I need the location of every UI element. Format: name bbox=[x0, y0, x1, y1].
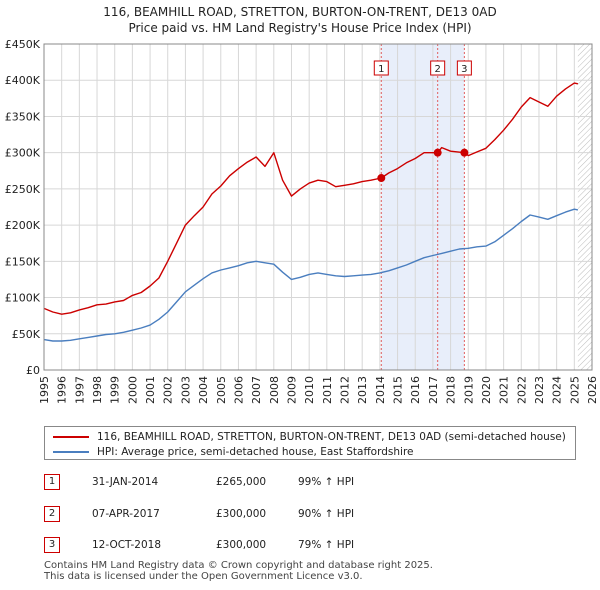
plot-area bbox=[44, 44, 592, 370]
x-tick-label: 2006 bbox=[232, 376, 245, 404]
attribution-line-2: This data is licensed under the Open Gov… bbox=[44, 571, 363, 582]
transaction-hpi: 90% ↑ HPI bbox=[298, 508, 355, 520]
x-tick-label: 2021 bbox=[498, 376, 511, 404]
y-tick-label: £350K bbox=[5, 110, 41, 123]
x-tick-label: 2004 bbox=[197, 376, 210, 404]
x-tick-label: 2010 bbox=[303, 376, 316, 404]
attribution-line-1: Contains HM Land Registry data © Crown c… bbox=[44, 560, 433, 571]
chart-legend: 116, BEAMHILL ROAD, STRETTON, BURTON-ON-… bbox=[44, 426, 576, 460]
y-tick-label: £450K bbox=[5, 38, 41, 51]
y-tick-label: £150K bbox=[5, 255, 41, 268]
x-tick-label: 2016 bbox=[409, 376, 422, 404]
x-tick-label: 2026 bbox=[586, 376, 599, 404]
legend-label-hpi: HPI: Average price, semi-detached house,… bbox=[97, 445, 414, 458]
sale-number-box bbox=[373, 60, 389, 76]
x-tick-label: 2000 bbox=[126, 376, 139, 404]
y-tick-label: £400K bbox=[5, 74, 41, 87]
x-tick-label: 2019 bbox=[462, 376, 475, 404]
transaction-row: 2 07-APR-2017 £300,000 90% ↑ HPI bbox=[44, 506, 564, 526]
property-price-line bbox=[43, 82, 579, 315]
x-tick-label: 2013 bbox=[356, 376, 369, 404]
x-tick-label: 2020 bbox=[480, 376, 493, 404]
transaction-marker: 3 bbox=[44, 537, 60, 553]
attribution: Contains HM Land Registry data © Crown c… bbox=[44, 560, 433, 582]
x-tick-label: 1997 bbox=[73, 376, 86, 404]
transaction-price: £265,000 bbox=[216, 476, 267, 488]
hpi-line bbox=[43, 208, 579, 342]
x-tick-label: 2015 bbox=[392, 376, 405, 404]
legend-item-hpi: HPI: Average price, semi-detached house,… bbox=[53, 444, 414, 459]
x-tick-label: 1996 bbox=[56, 376, 69, 404]
x-tick-label: 2005 bbox=[215, 376, 228, 404]
sale-number-label: 1 bbox=[378, 64, 384, 75]
transaction-marker: 1 bbox=[44, 474, 60, 490]
plot-border bbox=[43, 43, 593, 371]
x-tick-label: 2007 bbox=[250, 376, 263, 404]
x-tick-label: 2012 bbox=[339, 376, 352, 404]
legend-item-property: 116, BEAMHILL ROAD, STRETTON, BURTON-ON-… bbox=[53, 429, 566, 444]
transaction-price: £300,000 bbox=[216, 539, 267, 551]
sale-number-box bbox=[456, 60, 472, 76]
x-tick-label: 2024 bbox=[551, 376, 564, 404]
legend-swatch-property bbox=[53, 435, 89, 438]
x-tick-label: 2018 bbox=[445, 376, 458, 404]
sale-number-box bbox=[430, 60, 446, 76]
transaction-price: £300,000 bbox=[216, 508, 267, 520]
x-tick-label: 2003 bbox=[179, 376, 192, 404]
y-tick-label: £50K bbox=[12, 328, 41, 341]
transaction-hpi: 99% ↑ HPI bbox=[298, 476, 355, 488]
y-tick-label: £100K bbox=[5, 292, 41, 305]
chart-subtitle: Price paid vs. HM Land Registry's House … bbox=[128, 21, 472, 35]
transaction-marker: 2 bbox=[44, 506, 60, 522]
x-tick-label: 2023 bbox=[533, 376, 546, 404]
future-hatch bbox=[577, 44, 592, 370]
x-tick-label: 2008 bbox=[268, 376, 281, 404]
x-tick-label: 2001 bbox=[144, 376, 157, 404]
chart-title: 116, BEAMHILL ROAD, STRETTON, BURTON-ON-… bbox=[103, 5, 497, 19]
x-tick-label: 2022 bbox=[515, 376, 528, 404]
transaction-row: 3 12-OCT-2018 £300,000 79% ↑ HPI bbox=[44, 537, 564, 557]
sale-number-label: 3 bbox=[461, 64, 467, 75]
sale-point bbox=[377, 174, 386, 183]
sale-point bbox=[460, 148, 469, 157]
x-tick-label: 2009 bbox=[285, 376, 298, 404]
y-tick-label: £0 bbox=[26, 364, 40, 377]
x-tick-label: 1999 bbox=[109, 376, 122, 404]
x-tick-label: 2017 bbox=[427, 376, 440, 404]
price-chart: £0 £50K £100K £150K £200K £250K £300K £350K £400… bbox=[5, 38, 599, 404]
y-tick-label: £200K bbox=[5, 219, 41, 232]
x-tick-label: 2025 bbox=[568, 376, 581, 404]
x-tick-label: 1998 bbox=[91, 376, 104, 404]
transaction-date: 07-APR-2017 bbox=[92, 508, 160, 520]
transaction-row: 1 31-JAN-2014 £265,000 99% ↑ HPI bbox=[44, 474, 564, 494]
legend-label-property: 116, BEAMHILL ROAD, STRETTON, BURTON-ON-… bbox=[97, 430, 566, 443]
y-tick-label: £250K bbox=[5, 183, 41, 196]
legend-swatch-hpi bbox=[53, 450, 89, 453]
transaction-date: 12-OCT-2018 bbox=[92, 539, 161, 551]
chart-title-block: 116, BEAMHILL ROAD, STRETTON, BURTON-ON-… bbox=[0, 4, 600, 36]
x-tick-label: 2002 bbox=[162, 376, 175, 404]
sale-point bbox=[433, 148, 442, 157]
transaction-hpi: 79% ↑ HPI bbox=[298, 539, 355, 551]
x-tick-label: 2011 bbox=[321, 376, 334, 404]
y-tick-label: £300K bbox=[5, 147, 41, 160]
x-tick-label: 1995 bbox=[38, 376, 51, 404]
sale-number-label: 2 bbox=[434, 64, 440, 75]
x-tick-label: 2014 bbox=[374, 376, 387, 404]
transaction-date: 31-JAN-2014 bbox=[92, 476, 159, 488]
sales-period-shade bbox=[381, 44, 465, 370]
